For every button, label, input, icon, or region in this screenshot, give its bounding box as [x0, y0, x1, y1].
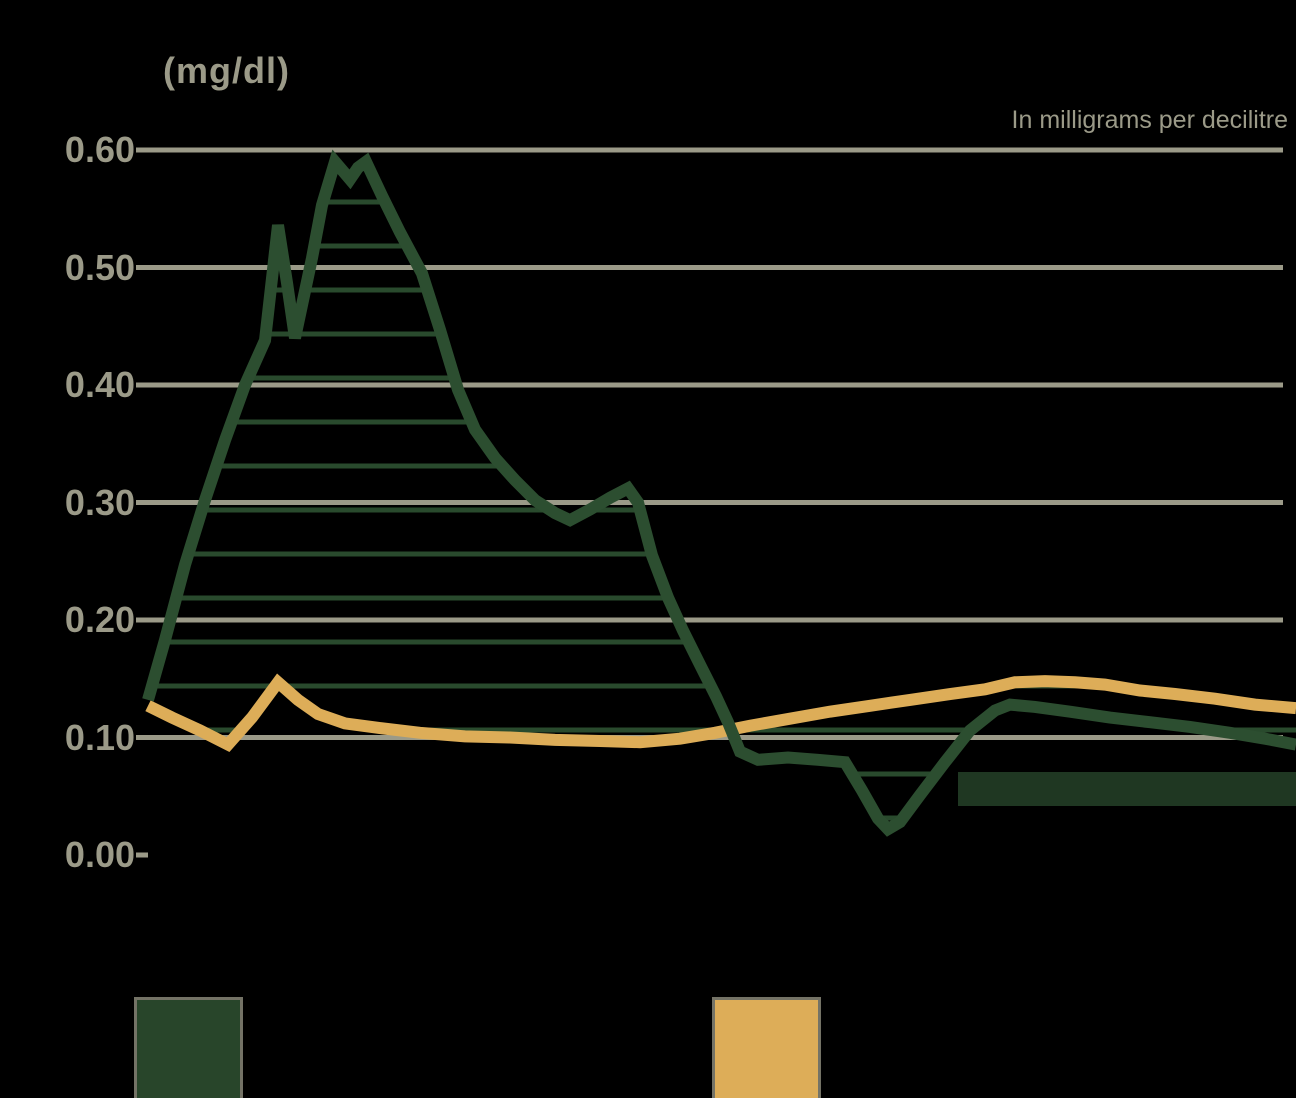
hatch-area-between-series — [148, 199, 1296, 821]
y-axis-label: 0.00 — [64, 834, 135, 875]
legend-swatch-gold — [712, 997, 821, 1098]
y-axis-unit-title: (mg/dl) — [163, 50, 290, 91]
y-axis-label: 0.60 — [64, 129, 135, 170]
y-axis-ticks — [136, 147, 148, 858]
y-axis-label: 0.20 — [64, 599, 135, 640]
y-axis-label: 0.10 — [64, 716, 135, 758]
legend-swatch-green — [134, 997, 243, 1098]
y-axis-label: 0.40 — [64, 364, 135, 405]
y-axis-label: 0.50 — [64, 246, 135, 288]
y-axis-label: 0.30 — [64, 481, 135, 523]
shaded-band — [958, 772, 1296, 806]
chart-subtitle-note: In milligrams per decilitre — [1011, 106, 1288, 134]
green-line-series — [142, 149, 1296, 837]
gold-line-series — [145, 673, 1296, 752]
